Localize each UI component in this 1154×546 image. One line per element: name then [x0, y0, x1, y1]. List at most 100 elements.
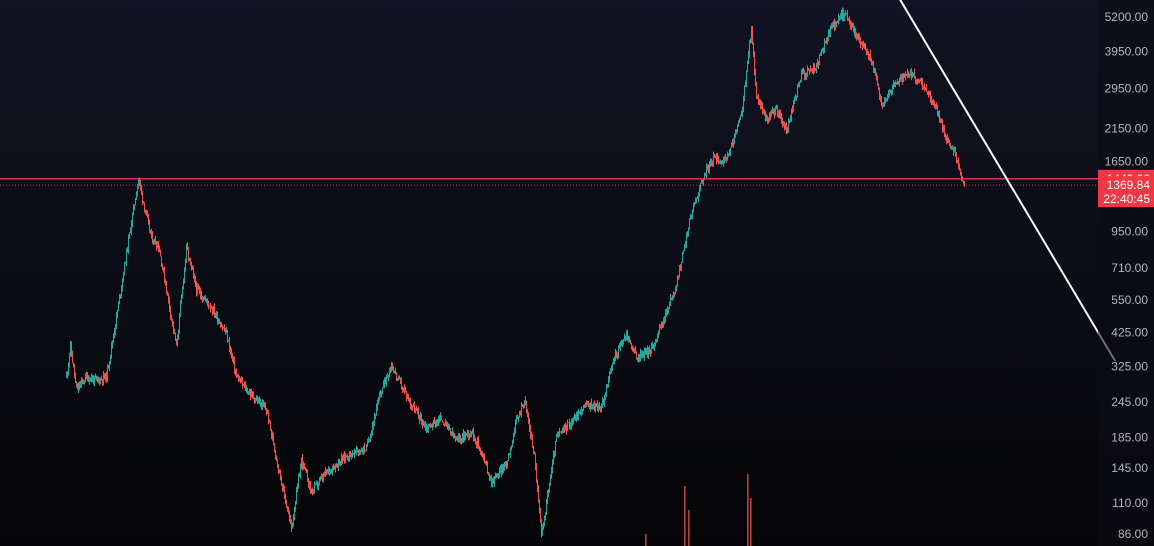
candle	[891, 89, 892, 96]
candle	[289, 510, 290, 522]
candle	[179, 313, 180, 334]
candle	[867, 48, 868, 56]
candle	[691, 214, 692, 220]
candle	[290, 514, 291, 525]
candle	[109, 361, 110, 372]
candle	[485, 460, 486, 465]
candle	[144, 202, 145, 213]
candle	[307, 469, 308, 482]
candle	[913, 72, 914, 77]
candle	[411, 403, 412, 411]
candle	[816, 62, 817, 74]
candle	[444, 423, 445, 427]
candle	[338, 458, 339, 471]
candle	[881, 95, 882, 106]
candle	[281, 475, 282, 486]
candle	[262, 399, 263, 410]
candle	[631, 342, 632, 350]
bar-countdown-label: 22:40:45	[1103, 192, 1150, 206]
candle	[731, 142, 732, 148]
candle	[322, 474, 323, 482]
candle	[329, 467, 330, 476]
candle	[862, 41, 863, 51]
candle	[400, 377, 401, 384]
candle	[841, 9, 842, 19]
trendline[interactable]	[886, 0, 1116, 362]
candle	[815, 67, 816, 72]
candle	[789, 119, 790, 124]
candle	[790, 115, 791, 123]
candle	[519, 411, 520, 418]
price-axis[interactable]: 5200.00 3950.00 2950.00 2150.00 1650.00 950.0…	[1098, 0, 1154, 546]
candle	[914, 68, 915, 79]
candle	[201, 290, 202, 300]
candle	[728, 153, 729, 157]
candle	[240, 377, 241, 384]
candle	[440, 412, 441, 422]
candle	[292, 522, 293, 529]
candle	[162, 263, 163, 271]
candle	[698, 192, 699, 202]
candle	[506, 461, 507, 470]
candle	[584, 404, 585, 409]
candle	[748, 50, 749, 65]
candle	[316, 480, 317, 485]
candle	[369, 438, 370, 442]
candle	[953, 146, 954, 156]
candle	[264, 401, 265, 409]
candle	[915, 76, 916, 84]
candle	[551, 466, 552, 479]
candle	[523, 404, 524, 409]
candle	[130, 227, 131, 234]
candle	[562, 427, 563, 434]
candle	[85, 373, 86, 383]
candle	[699, 185, 700, 197]
candle	[844, 13, 845, 22]
candle	[765, 110, 766, 122]
candle	[141, 184, 142, 196]
candle	[667, 305, 668, 316]
candle	[384, 377, 385, 389]
candle	[420, 411, 421, 421]
candle	[500, 464, 501, 474]
candle	[509, 453, 510, 456]
candle	[434, 416, 435, 425]
candle	[801, 69, 802, 82]
candle	[553, 450, 554, 465]
candle	[865, 43, 866, 51]
candle	[628, 335, 629, 343]
candle	[149, 219, 150, 233]
candle	[265, 402, 266, 411]
candle	[939, 110, 940, 124]
candle	[170, 305, 171, 320]
candle	[660, 324, 661, 329]
candle	[67, 371, 68, 379]
candle	[799, 81, 800, 88]
candle	[278, 464, 279, 474]
candle	[234, 356, 235, 375]
candle	[133, 203, 134, 216]
candle	[961, 171, 962, 182]
candle	[569, 418, 570, 430]
candle	[792, 105, 793, 114]
candle	[769, 112, 770, 122]
candle	[404, 384, 405, 395]
candle	[116, 311, 117, 330]
candle	[752, 25, 753, 45]
candle	[549, 482, 550, 493]
candle	[291, 519, 292, 533]
candle	[563, 425, 564, 434]
candle	[90, 377, 91, 382]
candle	[341, 452, 342, 466]
candle	[515, 419, 516, 434]
candle	[452, 427, 453, 437]
candle	[857, 33, 858, 40]
candle	[286, 499, 287, 508]
candle	[690, 213, 691, 220]
y-tick-label: 3950.00	[1105, 45, 1149, 59]
candle	[189, 257, 190, 261]
candle	[157, 241, 158, 249]
candle	[388, 374, 389, 382]
